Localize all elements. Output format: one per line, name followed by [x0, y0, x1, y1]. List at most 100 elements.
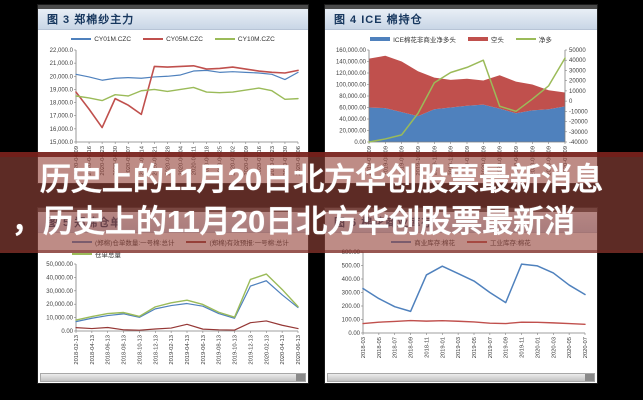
headline-overlay: 历史上的11月20日北方华创股票最新消息 ，历史上的11月20日北方华创股票最新…: [0, 152, 643, 253]
svg-text:600.00: 600.00: [342, 250, 361, 256]
svg-text:2020-05: 2020-05: [567, 337, 573, 358]
legend-label: ICE棉花非商业净多头: [393, 37, 456, 44]
svg-text:2018-04-13: 2018-04-13: [90, 335, 96, 365]
svg-text:-10000: -10000: [569, 109, 588, 115]
svg-text:-40000: -40000: [569, 140, 588, 146]
svg-text:10,000.00: 10,000.00: [46, 316, 73, 322]
legend-swatch: [515, 38, 536, 40]
svg-text:2018-11: 2018-11: [424, 337, 430, 358]
legend-swatch: [71, 38, 92, 40]
legend-item: 空头: [467, 34, 504, 44]
scrollbar-corner[interactable]: [296, 374, 305, 381]
svg-text:100.00: 100.00: [342, 318, 361, 324]
chart-4-title: 图 4 ICE 棉持仓: [334, 14, 423, 26]
svg-text:2019-11: 2019-11: [520, 337, 526, 358]
svg-text:2019-06-13: 2019-06-13: [201, 335, 207, 365]
legend-item: CY05M.CZC: [143, 36, 203, 43]
chart-5-plot: 50,000.00 40,000.00 30,000.00 20,000.00 10,0…: [46, 262, 302, 365]
svg-text:50000: 50000: [569, 48, 586, 54]
svg-text:2020-06-13: 2020-06-13: [296, 335, 302, 365]
svg-text:20,000.00: 20,000.00: [339, 129, 366, 135]
svg-text:0.00: 0.00: [348, 331, 360, 337]
svg-text:30000: 30000: [569, 68, 586, 74]
svg-text:2019-04-13: 2019-04-13: [185, 335, 191, 365]
legend-label: 空头: [490, 37, 504, 44]
svg-text:18,000.0: 18,000.0: [50, 101, 74, 107]
legend-label: CY05M.CZC: [166, 35, 203, 43]
svg-text:-20000: -20000: [569, 120, 588, 126]
svg-text:-30000: -30000: [569, 130, 588, 136]
legend-label: CY01M.CZC: [94, 35, 132, 43]
legend-swatch: [143, 38, 164, 40]
legend-item: 净多: [515, 34, 552, 44]
svg-text:2019-02-13: 2019-02-13: [169, 335, 175, 365]
svg-text:2018-07: 2018-07: [393, 337, 399, 358]
headline-line-1: 历史上的11月20日北方华创股票最新消息: [39, 162, 604, 197]
legend-item: CY01M.CZC: [71, 36, 131, 43]
svg-text:100,000.00: 100,000.00: [336, 83, 367, 89]
svg-text:2019-01: 2019-01: [440, 337, 446, 358]
svg-text:200.00: 200.00: [342, 304, 361, 310]
svg-text:120,000.00: 120,000.00: [336, 71, 367, 77]
svg-text:2019-12-13: 2019-12-13: [248, 335, 254, 365]
svg-text:0.00: 0.00: [354, 140, 366, 146]
scrollbar-corner[interactable]: [585, 374, 594, 381]
horizontal-scrollbar[interactable]: [40, 373, 306, 382]
legend-swatch: [214, 38, 235, 40]
legend-item: 仓单总量: [72, 249, 121, 259]
svg-text:21,000.0: 21,000.0: [50, 61, 74, 67]
svg-text:2018-09: 2018-09: [409, 337, 415, 358]
chart-3-header: 图 3 郑棉纱主力: [38, 9, 308, 30]
svg-text:2018-12-13: 2018-12-13: [153, 335, 159, 365]
svg-text:15,000.0: 15,000.0: [50, 140, 74, 146]
chart-6-plot: 600.00 500.00 400.00 300.00 200.00 100.00 0.00…: [342, 250, 589, 358]
svg-text:20000: 20000: [569, 79, 586, 85]
svg-text:2020-04-13: 2020-04-13: [280, 335, 286, 365]
svg-text:0: 0: [569, 99, 573, 105]
headline-line-2: ，历史上的11月20日北方华创股票最新消: [12, 204, 576, 239]
svg-text:40,000.00: 40,000.00: [46, 275, 73, 281]
svg-text:22,000.0: 22,000.0: [50, 48, 74, 54]
legend-swatch: [370, 37, 391, 41]
svg-text:2018-10-13: 2018-10-13: [137, 335, 143, 365]
legend-label: 净多: [538, 37, 552, 44]
svg-text:2020-03: 2020-03: [551, 337, 557, 358]
svg-text:2018-02-13: 2018-02-13: [74, 335, 80, 365]
svg-text:400.00: 400.00: [342, 277, 361, 283]
svg-text:2018-05: 2018-05: [377, 337, 383, 358]
svg-text:2018-03: 2018-03: [361, 337, 367, 358]
svg-text:140,000.00: 140,000.00: [336, 60, 367, 66]
svg-text:40000: 40000: [569, 58, 586, 64]
svg-text:2019-07: 2019-07: [488, 337, 494, 358]
svg-text:2018-08-13: 2018-08-13: [122, 335, 128, 365]
svg-text:50,000.00: 50,000.00: [46, 262, 73, 268]
legend-swatch: [467, 37, 488, 41]
svg-text:160,000.00: 160,000.00: [336, 48, 367, 54]
svg-text:16,000.0: 16,000.0: [50, 127, 74, 133]
svg-text:2019-10-13: 2019-10-13: [233, 335, 239, 365]
legend-label: CY10M.CZC: [237, 35, 275, 43]
horizontal-scrollbar[interactable]: [327, 373, 595, 382]
legend-item: CY10M.CZC: [214, 35, 275, 43]
svg-text:2019-09: 2019-09: [504, 337, 510, 358]
svg-text:10000: 10000: [569, 89, 586, 95]
svg-text:2018-06-13: 2018-06-13: [106, 335, 112, 365]
svg-text:20,000.0: 20,000.0: [50, 74, 74, 80]
legend-label: 仓单总量: [95, 252, 121, 259]
svg-text:20,000.00: 20,000.00: [46, 302, 73, 308]
svg-text:80,000.00: 80,000.00: [339, 94, 366, 100]
svg-text:60,000.00: 60,000.00: [339, 106, 366, 112]
svg-text:40,000.00: 40,000.00: [339, 117, 366, 123]
svg-text:300.00: 300.00: [342, 291, 361, 297]
svg-text:0.00: 0.00: [61, 329, 73, 335]
chart-4-header: 图 4 ICE 棉持仓: [325, 9, 597, 30]
svg-text:30,000.00: 30,000.00: [46, 289, 73, 295]
svg-text:500.00: 500.00: [342, 264, 361, 270]
svg-text:2019-03: 2019-03: [456, 337, 462, 358]
svg-text:2020-02-13: 2020-02-13: [264, 335, 270, 365]
chart-3-title: 图 3 郑棉纱主力: [47, 14, 135, 26]
svg-text:2020-01: 2020-01: [535, 337, 541, 358]
svg-text:2019-05: 2019-05: [472, 337, 478, 358]
svg-text:2019-08-13: 2019-08-13: [217, 335, 223, 365]
